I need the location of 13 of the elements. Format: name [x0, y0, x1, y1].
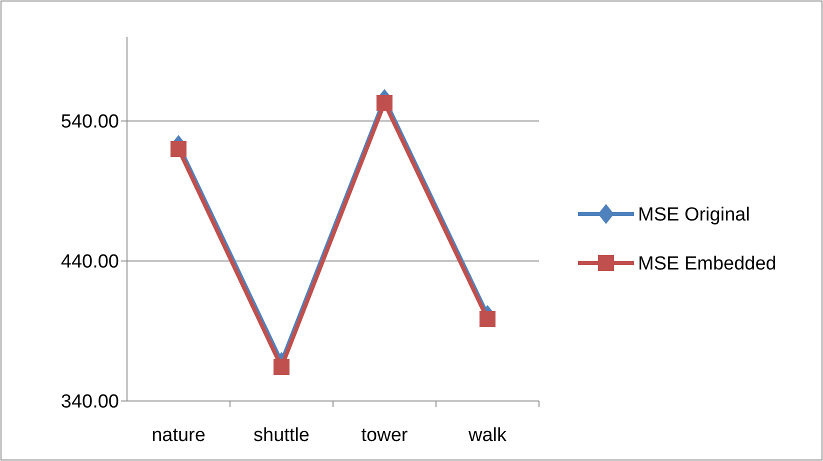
legend-label: MSE Embedded: [638, 254, 776, 275]
x-tick-label: walk: [467, 425, 507, 446]
y-tick-label: 440.00: [60, 252, 119, 273]
point: [480, 310, 496, 327]
y-tick-label: 340.00: [60, 392, 119, 413]
x-tick-label: tower: [361, 425, 408, 446]
x-tick-label: nature: [152, 425, 206, 446]
point: [170, 141, 186, 157]
x-tick-label: shuttle: [254, 425, 310, 446]
point: [376, 94, 392, 111]
point: [274, 358, 290, 375]
legend-label: MSE Original: [638, 204, 750, 226]
y-tick-label: 540.00: [60, 112, 119, 133]
